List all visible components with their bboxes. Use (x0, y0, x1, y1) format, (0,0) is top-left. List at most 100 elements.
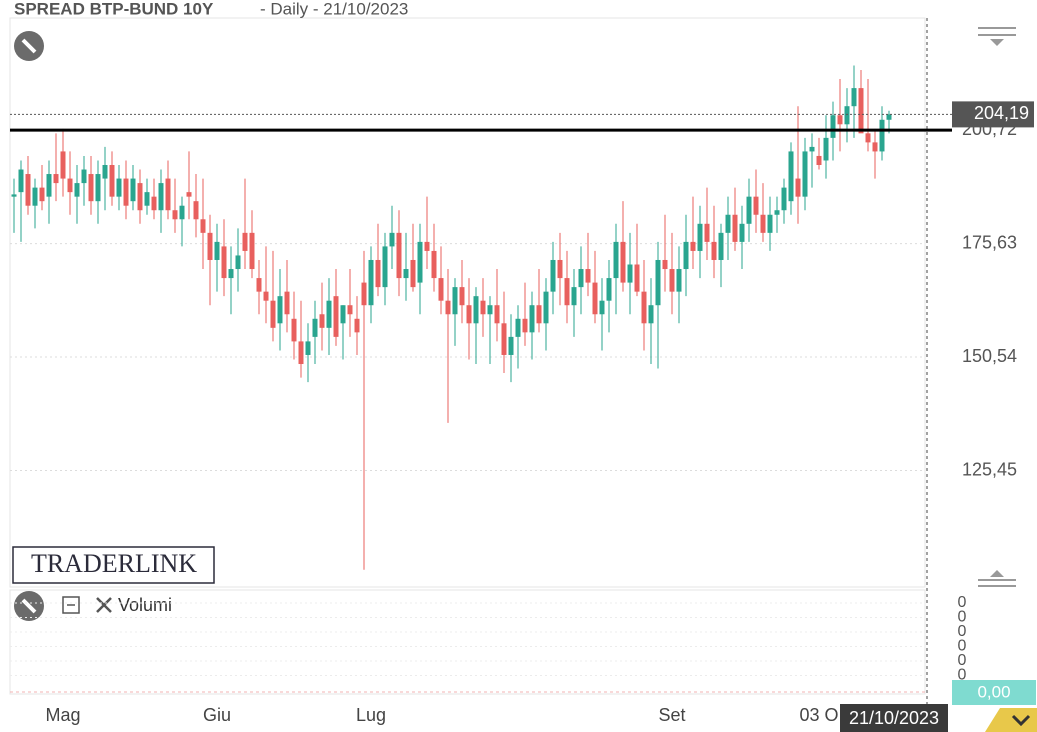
candle-body (669, 269, 675, 292)
candle-body (781, 187, 787, 211)
candle-body (760, 214, 766, 233)
candle-body (746, 196, 752, 224)
candle-body (599, 300, 605, 315)
candle-body (158, 183, 164, 211)
candle-body (95, 174, 101, 202)
volume-collapse-button[interactable] (14, 591, 44, 621)
x-tick-label: Giu (203, 705, 231, 725)
x-tick-label: Set (658, 705, 685, 725)
candle-body (473, 296, 479, 324)
candle-body (270, 300, 276, 328)
candle-body (109, 164, 115, 197)
candle-body (711, 241, 717, 260)
candle-body (39, 187, 45, 202)
volume-tick-label: 0 (958, 594, 967, 611)
chart-title: SPREAD BTP-BUND 10Y (14, 0, 214, 18)
candle-body (529, 305, 535, 333)
volume-tick-label: 0 (958, 667, 967, 684)
candle-body (88, 174, 94, 202)
candle-body (802, 151, 808, 197)
scroll-up-icon[interactable] (978, 27, 1016, 46)
candle-body (445, 300, 451, 315)
candle-body (788, 151, 794, 202)
last-price-box (952, 101, 1034, 128)
candle-body (319, 314, 325, 328)
candle-body (844, 106, 850, 125)
collapse-button[interactable] (14, 31, 44, 61)
candle-body (732, 214, 738, 242)
volume-value-box (952, 680, 1036, 705)
candle-body (858, 88, 864, 134)
volume-tick-label: 0 (958, 623, 967, 640)
candle-body (424, 241, 430, 251)
candle-body (74, 183, 80, 197)
candle-body (683, 241, 689, 270)
candle-body (522, 318, 528, 333)
panel-label: Volumi (118, 595, 172, 615)
candle-body (382, 246, 388, 288)
candle-body (165, 178, 171, 211)
last-price-label: 204,19 (974, 103, 1029, 123)
candle-body (144, 192, 150, 206)
button-icon[interactable] (21, 598, 37, 614)
candle-body (326, 300, 332, 328)
candle-body (753, 196, 759, 215)
candle-body (312, 318, 318, 337)
candle-body (592, 282, 598, 315)
candle-body (375, 259, 381, 288)
candle-body (123, 178, 129, 206)
candle-body (739, 223, 745, 242)
candle-body (81, 169, 87, 184)
candle-body (571, 287, 577, 306)
menu-tab[interactable] (985, 708, 1037, 732)
chart-subtitle: - Daily - 21/10/2023 (260, 0, 408, 18)
candle-body (347, 305, 353, 315)
candle-body (641, 291, 647, 324)
candle-body (767, 214, 773, 233)
candle-body (564, 278, 570, 306)
candle-body (438, 278, 444, 301)
close-button[interactable] (96, 597, 112, 613)
candle-body (130, 178, 136, 202)
candle-body (536, 305, 542, 324)
candle-body (417, 241, 423, 283)
candle-body (32, 187, 38, 206)
volume-tick-label: 0 (958, 652, 967, 669)
cursor-date: 21/10/2023 (849, 708, 939, 728)
candle-body (795, 178, 801, 197)
candle-body (277, 296, 283, 324)
candle-body (774, 210, 780, 215)
candle-body (704, 223, 710, 242)
candle-body (228, 269, 234, 279)
watermark-box (12, 546, 215, 584)
button-icon[interactable] (21, 38, 37, 54)
candle-body (585, 269, 591, 283)
icon-arrow[interactable] (990, 39, 1004, 46)
candle-body (557, 259, 563, 279)
candle-body (333, 296, 339, 337)
y-tick-label: 150,54 (962, 346, 1017, 366)
menu-arrow[interactable] (1011, 714, 1031, 727)
scroll-down-icon[interactable] (978, 570, 1016, 587)
candle-body (172, 210, 178, 220)
candle-body (606, 278, 612, 301)
volume-tick-label: 0 (958, 609, 967, 626)
candle-body (116, 178, 122, 197)
minimize-button[interactable] (62, 596, 80, 614)
candle-body (725, 214, 731, 233)
volume-value: 0,00 (977, 682, 1010, 701)
candle-body (697, 223, 703, 251)
candle-body (298, 341, 304, 365)
candle-body (200, 219, 206, 233)
candle-body (151, 196, 157, 211)
candle-body (676, 269, 682, 292)
candle-body (403, 269, 409, 279)
candle-body (508, 336, 514, 355)
candle-body (851, 88, 857, 107)
candle-body (431, 250, 437, 279)
candle-body (452, 287, 458, 315)
cursor-date-box (840, 704, 948, 732)
icon-arrow[interactable] (990, 570, 1004, 577)
